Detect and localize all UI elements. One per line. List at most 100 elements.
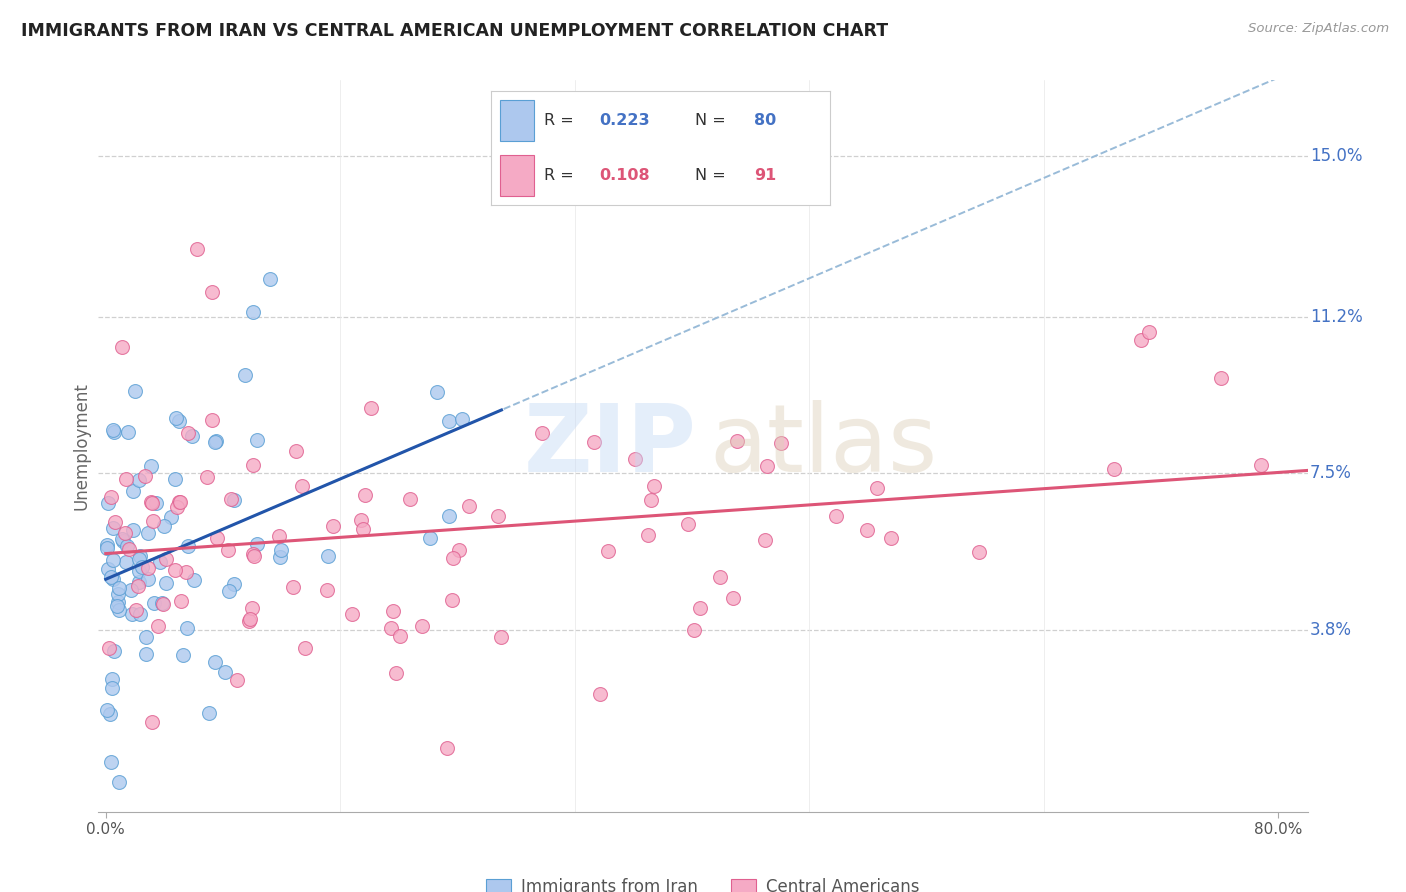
Point (101, 673, 124, 687)
Point (624, 452, 647, 467)
Point (225, 673, 247, 687)
Point (290, 479, 312, 493)
Point (238, 614, 260, 628)
Point (222, 492, 245, 507)
Point (637, 528, 659, 542)
Point (489, 630, 512, 644)
Point (155, 552, 177, 566)
Point (101, 681, 124, 695)
Point (1250, 458, 1272, 472)
Point (436, 741, 458, 756)
Point (709, 570, 731, 584)
Point (294, 640, 316, 655)
Point (825, 508, 848, 523)
Point (96, 538, 118, 552)
Point (176, 565, 198, 579)
Point (149, 556, 172, 570)
Point (224, 576, 246, 591)
Point (115, 539, 138, 553)
Point (354, 488, 377, 502)
Point (186, 243, 208, 257)
Point (316, 549, 339, 563)
Point (114, 526, 136, 541)
Point (219, 492, 242, 507)
Point (217, 543, 239, 558)
Text: ZIP: ZIP (524, 400, 697, 492)
Point (214, 665, 236, 679)
Point (242, 305, 264, 319)
Point (682, 623, 704, 637)
Point (165, 411, 187, 425)
Point (880, 531, 903, 545)
Point (269, 549, 291, 564)
Point (103, 552, 125, 566)
Point (141, 495, 163, 509)
Point (582, 434, 605, 449)
Point (96, 541, 118, 555)
Point (725, 434, 748, 448)
Point (441, 551, 464, 566)
Point (129, 607, 152, 621)
Point (643, 479, 665, 493)
Point (169, 414, 191, 428)
Text: IMMIGRANTS FROM IRAN VS CENTRAL AMERICAN UNEMPLOYMENT CORRELATION CHART: IMMIGRANTS FROM IRAN VS CENTRAL AMERICAN… (21, 22, 889, 40)
Point (136, 561, 159, 575)
Point (285, 444, 308, 458)
Point (131, 559, 153, 574)
Point (201, 285, 224, 299)
Point (143, 596, 166, 610)
Point (155, 576, 177, 591)
Point (96, 703, 118, 717)
Point (218, 584, 240, 599)
Point (124, 384, 146, 399)
Point (240, 600, 263, 615)
Point (269, 529, 291, 543)
Point (242, 458, 264, 472)
Point (866, 481, 889, 495)
Point (98, 706, 121, 721)
Point (152, 597, 174, 611)
Point (755, 459, 778, 474)
Point (160, 510, 183, 524)
Point (135, 630, 157, 644)
Point (111, 532, 134, 546)
Point (588, 687, 610, 701)
Point (129, 549, 152, 563)
Point (125, 603, 148, 617)
Point (146, 619, 169, 633)
Point (101, 424, 124, 438)
Point (150, 596, 173, 610)
Point (128, 574, 150, 589)
Point (270, 543, 292, 558)
Point (98, 640, 121, 655)
Point (134, 468, 156, 483)
Point (122, 483, 145, 498)
Point (100, 569, 122, 583)
Point (177, 425, 200, 440)
Point (721, 591, 744, 605)
Point (183, 574, 205, 588)
Point (1209, 371, 1232, 385)
Legend: Immigrants from Iran, Central Americans: Immigrants from Iran, Central Americans (479, 871, 927, 892)
Point (103, 425, 125, 440)
Point (100, 490, 122, 504)
Point (447, 542, 470, 557)
Point (127, 579, 149, 593)
Point (439, 414, 461, 428)
Point (754, 533, 776, 547)
Point (457, 499, 479, 513)
Point (486, 508, 509, 523)
Point (531, 425, 554, 440)
Point (121, 607, 143, 622)
Point (100, 755, 122, 769)
Text: atlas: atlas (709, 400, 938, 492)
Point (97, 496, 120, 510)
Text: Source: ZipAtlas.com: Source: ZipAtlas.com (1249, 22, 1389, 36)
Point (141, 496, 163, 510)
Point (170, 594, 193, 608)
Point (115, 473, 138, 487)
Point (111, 533, 134, 548)
Point (207, 531, 229, 545)
Point (197, 706, 219, 721)
Point (152, 519, 174, 533)
